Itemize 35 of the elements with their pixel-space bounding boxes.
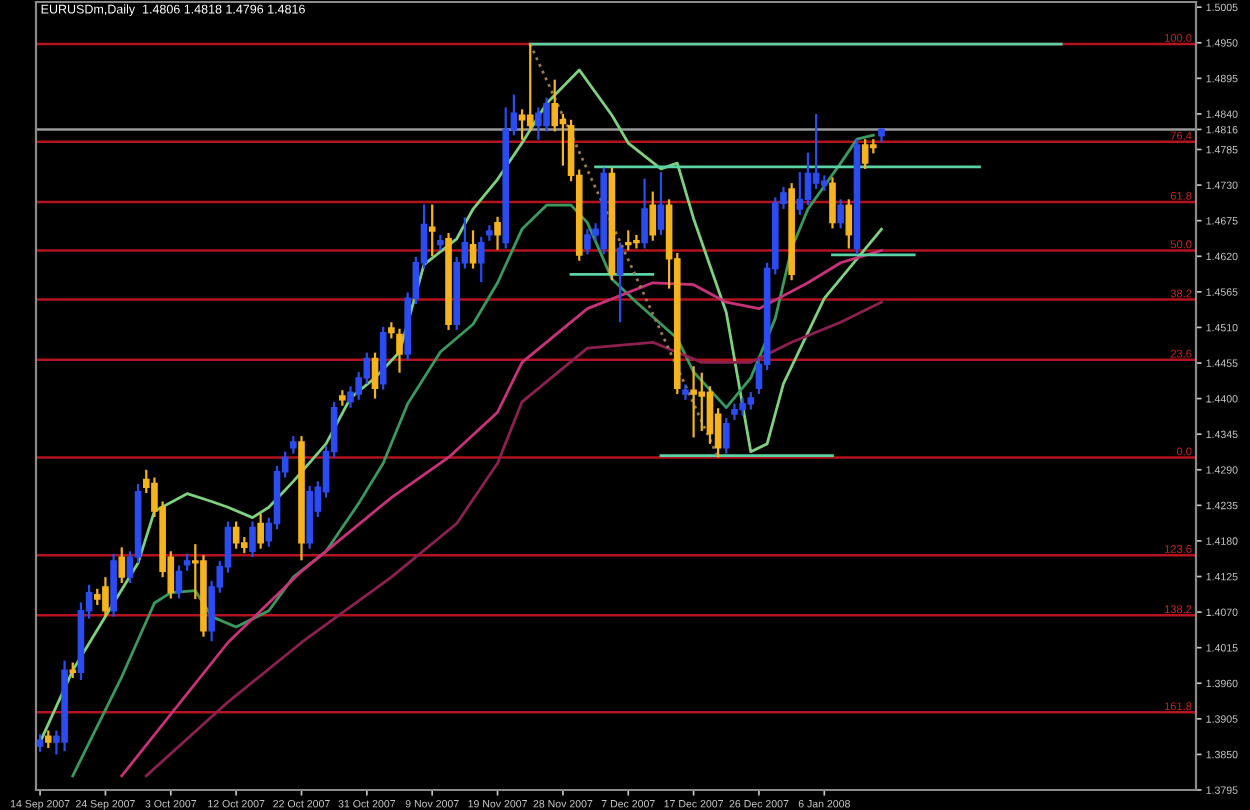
candlestick	[584, 227, 591, 256]
candlestick	[477, 235, 485, 284]
candlestick	[706, 385, 714, 445]
candlestick	[396, 327, 403, 374]
candlestick	[347, 385, 354, 409]
candlestick	[837, 198, 844, 230]
candlestick	[722, 416, 730, 455]
candlestick	[804, 151, 812, 207]
candlestick	[649, 190, 657, 242]
candlestick	[102, 576, 109, 618]
candlestick	[257, 512, 264, 550]
candlestick	[428, 203, 436, 258]
candlestick	[641, 177, 648, 250]
candlestick	[690, 365, 697, 439]
candlestick	[543, 96, 550, 133]
candlestick	[232, 520, 240, 550]
candlestick	[551, 78, 559, 133]
candlestick	[829, 176, 836, 230]
candlestick	[657, 171, 665, 237]
line-series	[38, 68, 883, 744]
candlestick	[249, 520, 256, 559]
candlestick	[698, 371, 706, 433]
candlestick	[494, 215, 501, 251]
candlestick	[469, 229, 477, 270]
candlestick	[118, 546, 126, 585]
line-series	[71, 133, 875, 778]
candlestick	[796, 171, 804, 216]
candlestick	[633, 233, 640, 250]
candlestick	[861, 138, 869, 171]
candlestick	[616, 241, 624, 324]
candlestick	[845, 198, 853, 250]
candlestick	[535, 106, 542, 141]
candlestick	[526, 42, 534, 133]
candlestick	[371, 351, 379, 400]
candlestick	[624, 229, 632, 252]
